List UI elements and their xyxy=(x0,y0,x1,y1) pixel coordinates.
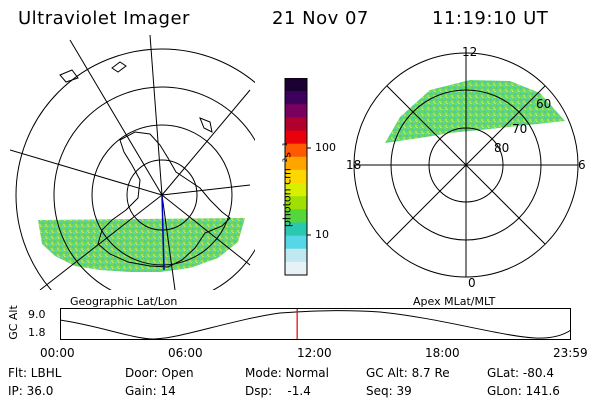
mode-info: Mode: Normal xyxy=(245,366,329,380)
altitude-curve xyxy=(60,310,572,340)
timeseries-tick-0000: 00:00 xyxy=(40,346,75,360)
mlat-label-80: 80 xyxy=(494,141,510,155)
dsp-info: Dsp: -1.4 xyxy=(245,384,311,398)
colorbar-stripe xyxy=(285,130,307,145)
timeseries-tick-1200: 12:00 xyxy=(297,346,332,360)
filter-info: Flt: LBHL xyxy=(8,366,62,380)
colorbar-stripe xyxy=(285,183,307,197)
door-info: Door: Open xyxy=(125,366,194,380)
mlt-label-0: 0 xyxy=(468,276,476,290)
colorbar-stripe xyxy=(285,248,307,263)
colorbar-stripe xyxy=(285,235,307,250)
colorbar-stripe xyxy=(285,261,307,276)
altitude-timeseries xyxy=(60,308,572,340)
glat-info: GLat: -80.4 xyxy=(487,366,554,380)
timeseries-ymin: 1.8 xyxy=(28,326,46,339)
gain-info: Gain: 14 xyxy=(125,384,176,398)
mlt-label-12: 12 xyxy=(462,45,478,59)
colorbar-stripe xyxy=(285,209,307,223)
coastline xyxy=(97,131,231,268)
satellite-track xyxy=(161,194,165,271)
colorbar-stripe xyxy=(285,143,307,158)
colorbar-stripe xyxy=(285,117,307,132)
mlt-label-6: 6 xyxy=(578,158,586,172)
geographic-caption: Geographic Lat/Lon xyxy=(70,295,178,308)
magnetic-caption: Apex MLat/MLT xyxy=(413,295,496,308)
colorbar-unit-label: photon cm⁻²s⁻¹ xyxy=(280,141,294,228)
glon-info: GLon: 141.6 xyxy=(487,384,560,398)
aurora-swath-geographic xyxy=(38,218,245,272)
geographic-map xyxy=(10,35,255,290)
colorbar-stripe xyxy=(285,196,307,210)
colorbar-stripe xyxy=(285,104,307,118)
instrument-title: Ultraviolet Imager xyxy=(18,8,190,29)
colorbar-stripe xyxy=(285,156,307,171)
timeseries-ymax: 9.0 xyxy=(28,308,46,321)
colorbar-stripe xyxy=(285,222,307,237)
mlat-label-70: 70 xyxy=(512,122,528,136)
mlat-label-60: 60 xyxy=(536,97,552,111)
aurora-swath-magnetic xyxy=(385,80,565,143)
timeseries-tick-0600: 06:00 xyxy=(168,346,203,360)
ip-info: IP: 36.0 xyxy=(8,384,54,398)
colorbar-tick-100: 100 xyxy=(315,141,336,154)
timeseries-tick-2359: 23:59 xyxy=(553,346,588,360)
colorbar-stripe xyxy=(285,78,307,92)
colorbar-tick-10: 10 xyxy=(315,228,329,241)
seq-info: Seq: 39 xyxy=(366,384,412,398)
colorbar xyxy=(284,78,311,276)
colorbar-stripe xyxy=(285,169,307,184)
colorbar-stripe xyxy=(285,91,307,105)
mlt-label-18: 18 xyxy=(346,158,362,172)
header-date: 21 Nov 07 xyxy=(272,8,369,29)
gc-alt-info: GC Alt: 8.7 Re xyxy=(366,366,450,380)
magnetic-polar-plot xyxy=(353,52,579,278)
header-time: 11:19:10 UT xyxy=(432,8,549,29)
timeseries-ylabel: GC Alt xyxy=(6,305,20,340)
geographic-grid xyxy=(10,35,255,290)
timeseries-tick-1800: 18:00 xyxy=(425,346,460,360)
